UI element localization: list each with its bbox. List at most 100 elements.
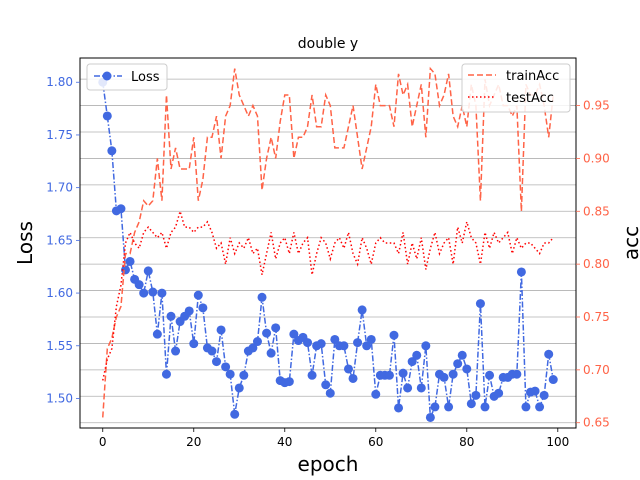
- x-tick-label-4: 80: [459, 435, 474, 449]
- y-right-tick-label-6: 0.95: [583, 99, 610, 113]
- point-Loss-21: [193, 290, 203, 300]
- x-tick-label-3: 60: [368, 435, 383, 449]
- point-Loss-35: [257, 292, 267, 302]
- legend-loss-marker: [102, 71, 112, 81]
- chart-title: double y: [298, 36, 358, 52]
- point-Loss-27: [221, 362, 231, 372]
- point-Loss-65: [394, 403, 404, 413]
- point-Loss-50: [325, 388, 335, 398]
- point-Loss-31: [239, 370, 249, 380]
- point-Loss-22: [198, 303, 208, 313]
- point-Loss-71: [421, 341, 431, 351]
- y-left-axis-label: Loss: [13, 221, 37, 265]
- legend-loss-label: Loss: [131, 70, 160, 85]
- y-right-axis-label: acc: [619, 226, 640, 260]
- y-left-tick-label-0: 1.50: [46, 391, 73, 405]
- point-Loss-78: [453, 359, 463, 369]
- series-layer: [98, 66, 558, 422]
- point-Loss-92: [516, 267, 526, 277]
- point-Loss-10: [143, 266, 153, 276]
- point-Loss-58: [362, 341, 372, 351]
- point-Loss-34: [252, 337, 262, 347]
- y-left-tick-label-5: 1.75: [46, 128, 73, 142]
- point-Loss-12: [152, 329, 162, 339]
- x-tick-label-0: 0: [99, 435, 107, 449]
- point-Loss-26: [216, 325, 226, 335]
- point-Loss-41: [284, 377, 294, 387]
- point-Loss-81: [466, 399, 476, 409]
- point-Loss-85: [485, 370, 495, 380]
- x-tick-label-5: 100: [546, 435, 569, 449]
- legend-loss: Loss: [86, 63, 168, 91]
- point-Loss-79: [457, 350, 467, 360]
- point-Loss-55: [348, 373, 358, 383]
- x-tick-label-2: 40: [277, 435, 292, 449]
- point-Loss-9: [139, 288, 149, 298]
- point-Loss-56: [353, 338, 363, 348]
- point-Loss-91: [512, 369, 522, 379]
- series-line-trainAcc: [102, 66, 554, 418]
- legend-acc-box: [461, 63, 571, 113]
- y-right-tick-label-4: 0.85: [583, 204, 610, 218]
- point-Loss-54: [343, 364, 353, 374]
- y-right-tick-label-5: 0.90: [583, 151, 610, 165]
- point-Loss-36: [262, 328, 272, 338]
- point-Loss-60: [371, 389, 381, 399]
- point-Loss-67: [403, 383, 413, 393]
- x-tick-label-1: 20: [186, 435, 201, 449]
- point-Loss-13: [157, 288, 167, 298]
- legend-train-label: trainAcc: [506, 69, 559, 84]
- x-axis: 0 20 40 60 80 100: [99, 428, 569, 449]
- point-Loss-59: [366, 334, 376, 344]
- point-Loss-49: [321, 380, 331, 390]
- point-Loss-93: [521, 402, 531, 412]
- legend-acc: trainAcc testAcc: [461, 63, 571, 113]
- point-Loss-77: [448, 369, 458, 379]
- y-left-tick-label-2: 1.60: [46, 286, 73, 300]
- y-left-tick-label-3: 1.65: [46, 233, 73, 247]
- point-Loss-99: [548, 375, 558, 385]
- y-left-tick-label-4: 1.70: [46, 181, 73, 195]
- point-Loss-69: [412, 350, 422, 360]
- point-Loss-24: [207, 346, 217, 356]
- series-line-Loss: [102, 82, 554, 418]
- point-Loss-80: [462, 364, 472, 374]
- point-Loss-63: [384, 370, 394, 380]
- point-Loss-8: [134, 280, 144, 290]
- point-Loss-66: [398, 368, 408, 378]
- point-Loss-64: [389, 330, 399, 340]
- point-Loss-84: [480, 402, 490, 412]
- y-axis-left: 1.50 1.55 1.60 1.65 1.70 1.75 1.80: [46, 75, 80, 405]
- y-right-tick-label-2: 0.75: [583, 310, 610, 324]
- point-Loss-19: [184, 306, 194, 316]
- point-Loss-73: [430, 402, 440, 412]
- point-Loss-29: [230, 409, 240, 419]
- point-Loss-45: [303, 338, 313, 348]
- y-right-tick-label-1: 0.70: [583, 363, 610, 377]
- legend-loss-box: [86, 63, 168, 91]
- point-Loss-38: [271, 323, 281, 333]
- y-left-tick-label-6: 1.80: [46, 75, 73, 89]
- point-Loss-16: [171, 346, 181, 356]
- point-Loss-28: [225, 369, 235, 379]
- point-Loss-70: [416, 383, 426, 393]
- point-Loss-6: [125, 256, 135, 266]
- point-Loss-51: [330, 334, 340, 344]
- point-Loss-2: [107, 146, 117, 156]
- point-Loss-4: [116, 204, 126, 214]
- point-Loss-53: [339, 341, 349, 351]
- point-Loss-11: [148, 287, 158, 297]
- y-axis-right: 0.65 0.70 0.75 0.80 0.85 0.90 0.95: [576, 99, 610, 430]
- point-Loss-76: [444, 402, 454, 412]
- point-Loss-87: [494, 388, 504, 398]
- point-Loss-42: [289, 329, 299, 339]
- plot-frame: [79, 57, 577, 429]
- point-Loss-48: [316, 339, 326, 349]
- point-Loss-20: [189, 339, 199, 349]
- point-Loss-57: [357, 305, 367, 315]
- point-Loss-96: [535, 402, 545, 412]
- y-right-tick-label-3: 0.80: [583, 257, 610, 271]
- point-Loss-72: [425, 412, 435, 422]
- y-left-tick-label-1: 1.55: [46, 339, 73, 353]
